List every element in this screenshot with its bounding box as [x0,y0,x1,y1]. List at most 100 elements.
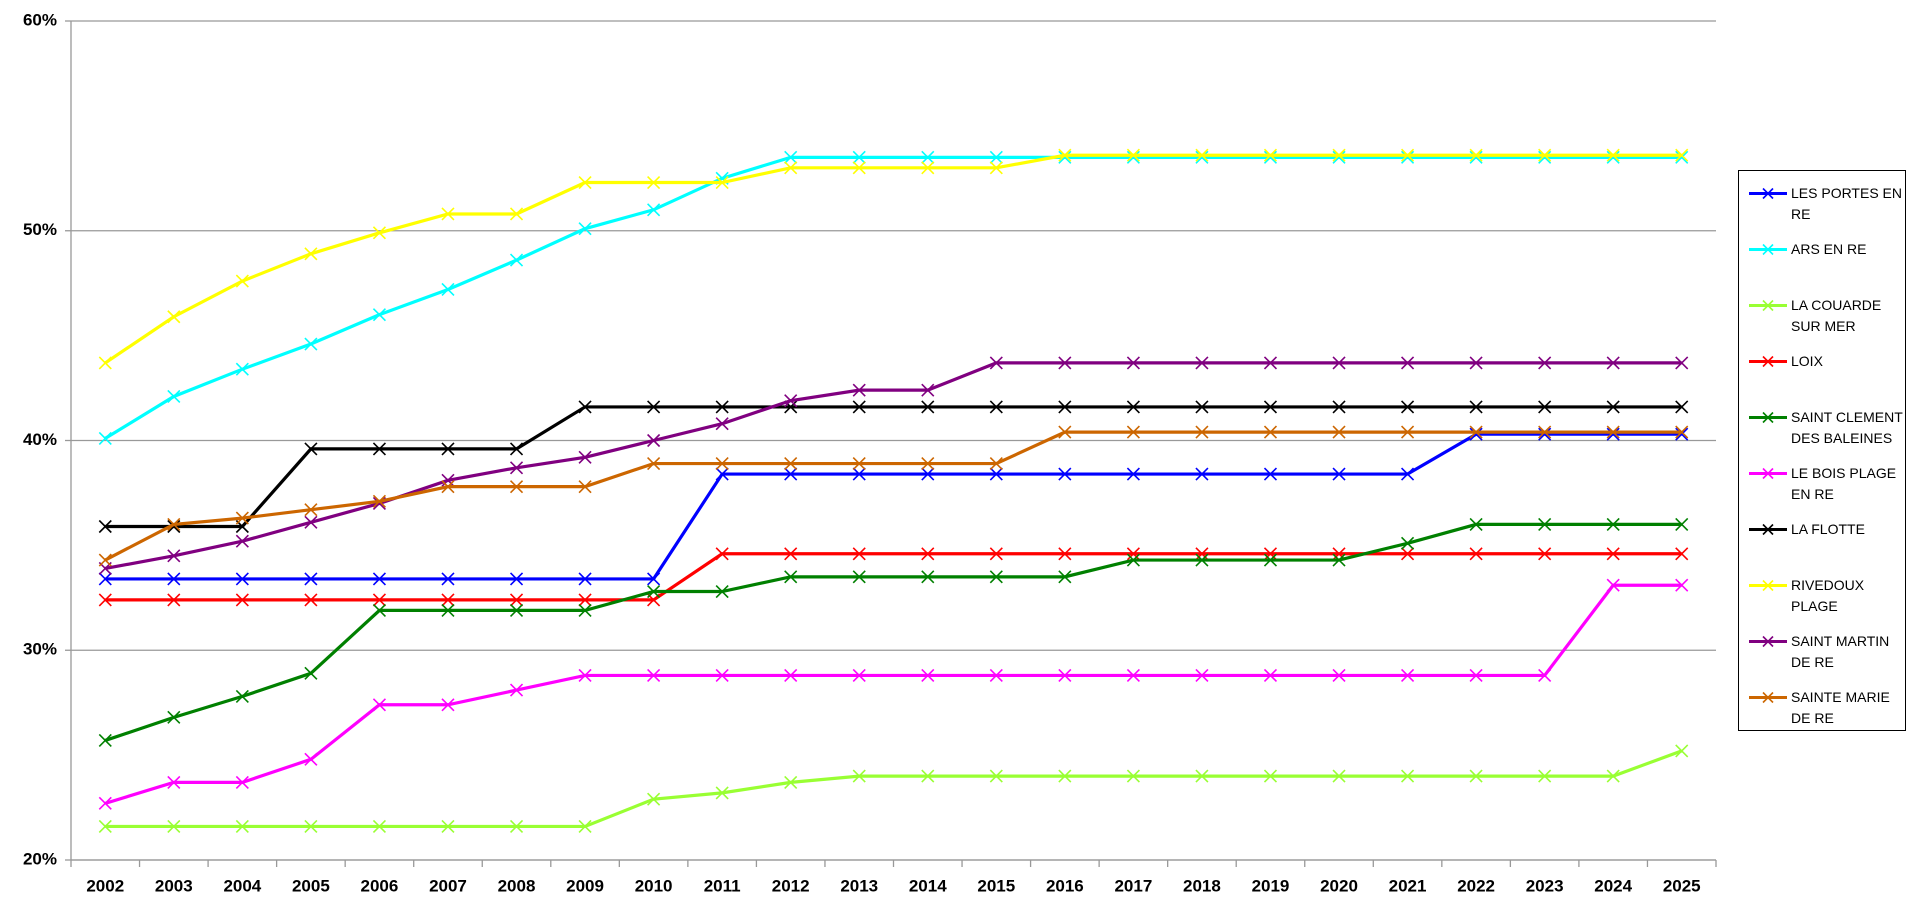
point-marker [1058,467,1072,481]
point-marker [784,150,798,164]
marker-stroke [167,310,181,324]
point-marker [509,480,524,494]
point-marker [441,572,455,586]
point-marker [1263,148,1278,162]
point-marker [98,356,112,370]
point-marker [784,457,798,471]
marker-stroke [989,769,1003,783]
point-marker [647,433,661,448]
point-marker [1538,427,1552,441]
marker-stroke [1126,467,1140,481]
point-marker [989,400,1003,414]
point-marker [441,698,455,712]
marker-stroke [235,689,249,703]
legend-item: LE BOIS PLAGE EN RE [1747,463,1908,505]
marker-stroke [509,442,524,456]
point-marker [852,547,866,561]
point-marker [1058,150,1072,164]
point-marker [1538,547,1552,561]
point-marker [578,572,592,586]
legend-swatch [1749,579,1787,592]
legend-swatch-line [1762,411,1774,424]
marker-stroke [1195,668,1209,682]
marker-stroke [1058,400,1072,414]
marker-stroke [509,593,524,607]
point-marker [784,570,798,584]
marker-stroke [1332,400,1346,414]
point-marker [167,549,181,563]
point-marker [1400,425,1415,439]
marker-stroke [235,274,249,288]
point-marker [647,584,661,599]
legend-item: LES PORTES EN RE [1747,183,1908,225]
point-marker [1058,148,1072,162]
marker-stroke [921,769,935,783]
marker-stroke [1400,547,1415,561]
point-marker [1332,769,1346,783]
point-marker [1058,425,1072,439]
marker-stroke [235,819,249,834]
marker-stroke [1263,400,1278,414]
point-marker [372,819,387,834]
point-marker [989,668,1003,682]
point-marker [304,593,318,607]
point-marker [235,511,249,525]
marker-stroke [921,161,935,175]
point-marker [1675,427,1689,441]
point-marker [372,572,387,586]
y-tick-label: 50% [23,220,57,239]
point-marker [1126,547,1140,561]
marker-stroke [784,467,798,481]
marker-stroke [441,473,455,487]
marker-stroke [441,282,455,297]
marker-stroke [372,603,387,617]
x-tick-label: 2023 [1526,876,1564,895]
marker-stroke [98,553,112,567]
point-marker [235,572,249,586]
marker-stroke [921,570,935,584]
point-marker [852,769,866,783]
marker-stroke [921,668,935,682]
legend-swatch [1749,299,1787,312]
point-marker [1606,427,1620,441]
point-marker [1195,425,1209,439]
point-marker [98,431,112,445]
series-line [105,749,1683,829]
marker-stroke [784,161,798,175]
marker-stroke [784,457,798,471]
series-line [104,522,1682,742]
x-tick-label: 2010 [635,876,673,895]
marker-stroke [784,394,798,408]
marker-stroke [1126,356,1140,370]
legend-label: ARS EN RE [1791,241,1867,257]
marker-stroke [167,819,181,834]
marker-stroke [715,584,729,599]
x-tick-label: 2016 [1046,876,1084,895]
marker-stroke [1195,553,1209,567]
point-marker [1332,467,1346,481]
marker-stroke [1400,769,1415,783]
point-marker [1400,769,1415,783]
point-marker [1675,578,1689,592]
marker-stroke [578,593,592,607]
marker-stroke [98,796,112,810]
point-marker [98,593,112,607]
point-marker [372,226,387,240]
marker-stroke [715,175,729,190]
point-marker [1126,425,1140,439]
marker-stroke [1538,517,1552,531]
marker-stroke [1263,356,1278,370]
marker-stroke [578,450,592,464]
legend-label: LA FLOTTE [1791,521,1865,537]
point-marker [1263,400,1278,414]
point-marker [1538,356,1552,370]
marker-stroke [1469,517,1483,531]
legend-item: SAINT CLEMENT DES BALEINES [1747,407,1908,449]
marker-stroke [715,668,729,682]
point-marker [372,593,387,607]
legend-label: SAINT CLEMENT DES BALEINES [1791,409,1903,446]
marker-stroke [1606,427,1620,441]
marker-stroke [167,549,181,563]
marker-stroke [304,819,318,834]
x-tick-label: 2008 [498,876,536,895]
